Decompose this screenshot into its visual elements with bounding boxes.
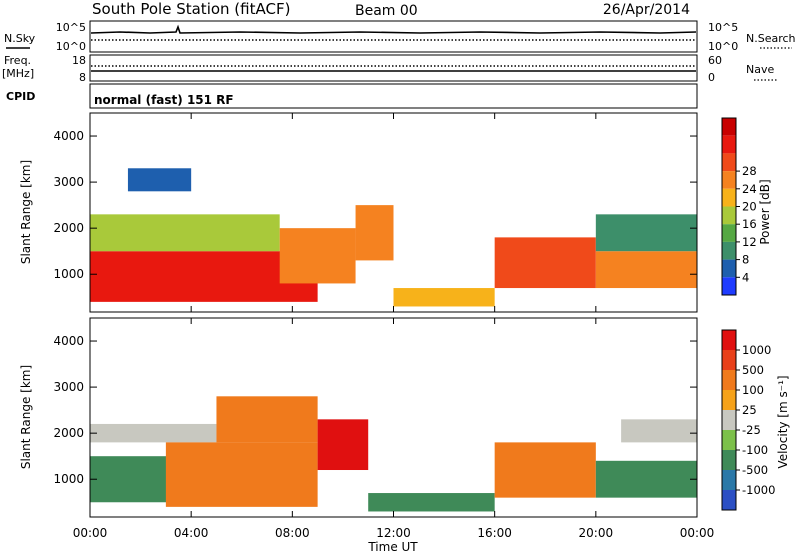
velocity-colorbar-swatch [722, 410, 736, 430]
power-colorbar-swatch [722, 171, 736, 189]
cpid-label: CPID [6, 90, 35, 103]
power-colorbar: 4 8 12 16 20 24 28 [721, 117, 757, 296]
nsearch-label: N.Search [746, 32, 796, 45]
velocity-colorbar-swatch [722, 330, 736, 350]
power-cell-8 [127, 168, 192, 192]
power-cell-4 [393, 288, 495, 307]
power-colorbar-swatch [722, 241, 736, 260]
power-colorbar-tick-label: 16 [742, 217, 757, 231]
nave-tick-hi: 60 [708, 54, 722, 67]
station-title: South Pole Station (fitACF) [92, 0, 290, 18]
velocity-colorbar-swatch [722, 430, 736, 450]
x-tick-label: 12:00 [376, 526, 411, 540]
nsearch-tick-lo: 10^0 [708, 40, 738, 53]
power-colorbar-tick-label: 24 [742, 182, 757, 196]
x-tick-label: 08:00 [275, 526, 310, 540]
power-cell-5 [494, 237, 596, 289]
y-tick-label: 3000 [53, 380, 84, 394]
power-colorbar-swatch [722, 259, 736, 278]
velocity-cell-3 [216, 396, 318, 443]
x-tick-label: 00:00 [73, 526, 108, 540]
velocity-cell-5 [368, 493, 495, 512]
power-colorbar-swatch [722, 206, 736, 225]
y-tick-label: 2000 [53, 221, 84, 235]
nsky-tick-hi: 10^5 [56, 21, 86, 34]
y-tick-label: 1000 [53, 267, 84, 281]
velocity-colorbar-swatch [722, 350, 736, 370]
power-ylabel: Slant Range [km] [19, 160, 33, 264]
velocity-colorbar-tick-label: -25 [742, 423, 761, 437]
y-tick-label: 4000 [53, 129, 84, 143]
power-colorbar-tick-label: 8 [742, 253, 749, 267]
velocity-colorbar-tick-label: 25 [742, 403, 757, 417]
velocity-cell-4 [317, 419, 369, 471]
velocity-colorbar-swatch [722, 390, 736, 410]
power-colorbar-swatch [722, 277, 736, 295]
velocity-colorbar-tick-label: 1000 [742, 343, 771, 357]
nsky-panel [89, 20, 698, 53]
freq-panel [89, 54, 698, 82]
power-colorbar-tick-label: 28 [742, 164, 757, 178]
velocity-colorbar-tick-label: 500 [742, 363, 764, 377]
freq-tick-hi: 18 [72, 54, 86, 67]
y-tick-label: 1000 [53, 472, 84, 486]
power-colorbar-swatch [722, 135, 736, 154]
freq-unit-label: [MHz] [2, 67, 34, 80]
velocity-ylabel: Slant Range [km] [19, 365, 33, 469]
nave-label: Nave [746, 63, 774, 76]
power-colorbar-swatch [722, 188, 736, 207]
power-colorbar-tick-label: 4 [742, 270, 749, 284]
velocity-colorbar-swatch [722, 470, 736, 490]
velocity-colorbar-tick-label: -500 [742, 463, 768, 477]
nsky-trace [90, 24, 697, 34]
velocity-colorbar-swatch [722, 450, 736, 470]
velocity-cell-2 [165, 442, 318, 507]
velocity-cell-8 [621, 419, 697, 443]
x-tick-label: 20:00 [579, 526, 614, 540]
nave-tick-lo: 0 [708, 71, 715, 84]
nsky-label: N.Sky [4, 32, 36, 45]
velocity-colorbar-swatch [722, 370, 736, 390]
power-colorbar-swatch [722, 153, 736, 172]
power-cell-1 [90, 214, 280, 252]
cpid-text: normal (fast) 151 RF [94, 93, 234, 107]
beam-label: Beam 00 [355, 3, 418, 19]
power-cell-6 [595, 251, 697, 289]
x-tick-label: 00:00 [680, 526, 715, 540]
y-tick-label: 4000 [53, 334, 84, 348]
axis-ticks: 00:00 04:00 08:00 12:00 16:00 20:00 00:00 1000 1… [53, 113, 714, 540]
velocity-cell-7 [595, 460, 697, 498]
velocity-colorbar-tick-label: -100 [742, 443, 768, 457]
velocity-cell-6 [494, 442, 596, 498]
velocity-heatmap-cells [90, 396, 697, 512]
power-cell-3 [355, 205, 394, 261]
date-label: 26/Apr/2014 [603, 2, 690, 18]
nsearch-tick-hi: 10^5 [708, 21, 738, 34]
x-axis-label: Time UT [367, 540, 418, 554]
y-tick-label: 3000 [53, 175, 84, 189]
power-heatmap-cells [90, 168, 697, 307]
velocity-cell-1 [90, 423, 217, 443]
freq-tick-lo: 8 [79, 71, 86, 84]
velocity-colorbar-tick-label: -1000 [742, 483, 775, 497]
freq-label: Freq. [4, 54, 31, 67]
power-cell-7 [595, 214, 697, 252]
power-colorbar-swatch [722, 224, 736, 242]
y-tick-label: 2000 [53, 426, 84, 440]
velocity-colorbar-tick-label: 100 [742, 383, 764, 397]
power-colorbar-swatch [722, 118, 736, 136]
cpid-panel [89, 83, 698, 109]
velocity-colorbar-swatch [722, 490, 736, 510]
velocity-colorbar: 1000 500 100 25 -25 -100 -500 -1000 [721, 329, 775, 511]
power-colorbar-tick-label: 20 [742, 200, 757, 214]
power-cell-2 [279, 228, 356, 284]
velocity-colorbar-frame [721, 329, 737, 511]
power-colorbar-label: Power [dB] [758, 179, 772, 244]
power-colorbar-tick-label: 12 [742, 235, 757, 249]
nsky-tick-lo: 10^0 [56, 40, 86, 53]
velocity-colorbar-label: Velocity [m s⁻¹] [776, 375, 790, 468]
x-tick-label: 16:00 [477, 526, 512, 540]
x-tick-label: 04:00 [174, 526, 209, 540]
